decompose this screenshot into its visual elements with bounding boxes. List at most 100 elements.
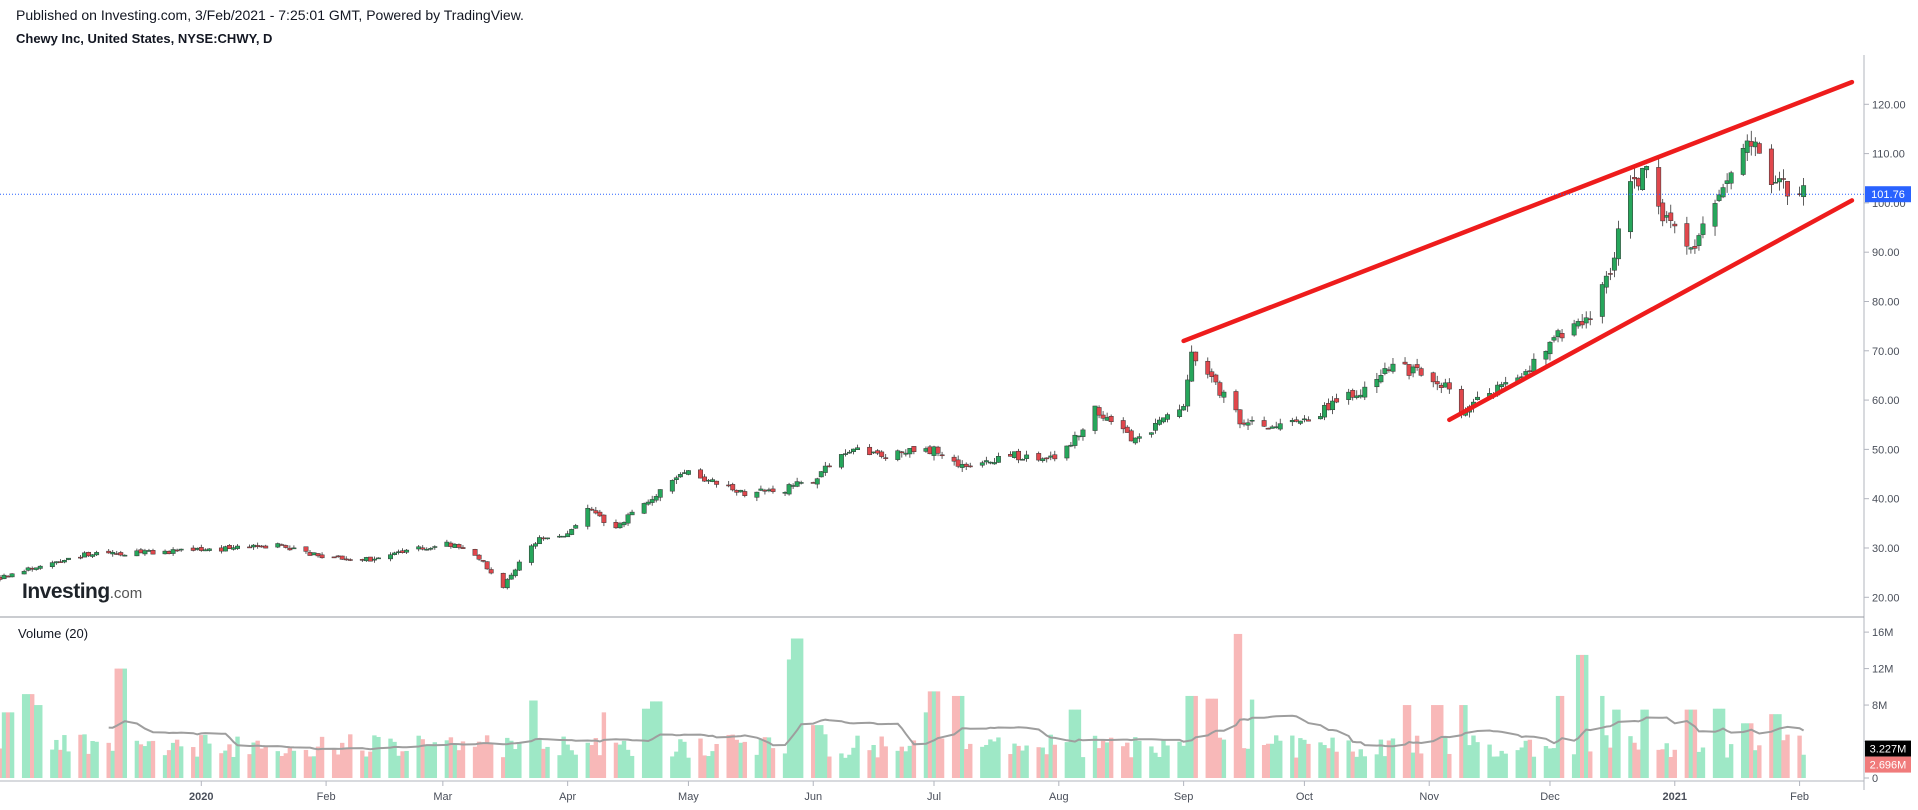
volume-bar <box>629 755 635 778</box>
candle-body <box>1801 185 1807 198</box>
candle-body <box>335 555 341 558</box>
candle-body <box>279 544 285 546</box>
volume-bar <box>1278 740 1283 778</box>
candle-body <box>1269 426 1275 429</box>
candle-body <box>561 535 567 538</box>
volume-bar <box>1551 748 1557 778</box>
candle-body <box>838 454 844 468</box>
candle-body <box>1378 375 1384 383</box>
volume-bar <box>923 712 929 778</box>
volume-bar <box>1080 757 1086 778</box>
candle-body <box>1297 420 1303 424</box>
candle-body <box>895 450 901 460</box>
candle-body <box>842 453 848 455</box>
candle-body <box>114 553 120 555</box>
volume-bar <box>786 659 792 778</box>
candle-body <box>1579 321 1585 326</box>
candle-body <box>1124 426 1130 433</box>
candle-body <box>1233 391 1239 411</box>
volume-bar <box>1435 705 1440 778</box>
volume-bar <box>984 744 989 778</box>
volume-bar <box>1108 737 1114 778</box>
volume-bar <box>714 744 719 778</box>
candle-body <box>251 544 257 548</box>
candle-body <box>762 489 768 492</box>
volume-bar <box>1092 735 1098 778</box>
candle-body <box>1354 395 1360 398</box>
volume-bar <box>1358 749 1363 778</box>
last-volume-tag <box>1865 756 1911 773</box>
price-tick-label: 50.00 <box>1872 444 1900 456</box>
volume-bar <box>847 754 852 778</box>
candle-body <box>110 552 116 555</box>
volume-bar <box>509 740 514 778</box>
volume-bar <box>621 740 627 778</box>
volume-bar <box>428 745 433 778</box>
candle-body <box>1209 371 1215 377</box>
volume-bar <box>1378 739 1384 778</box>
candle-body <box>512 569 518 577</box>
candle-body <box>190 547 196 551</box>
candle-body <box>1430 372 1436 383</box>
volume-bar <box>1298 738 1303 778</box>
volume-tick-label: 0 <box>1872 773 1878 785</box>
volume-bar <box>38 705 43 778</box>
volume-bar <box>996 737 1001 778</box>
volume-bar <box>134 740 140 778</box>
candle-body <box>1599 284 1605 317</box>
volume-bar <box>541 748 546 778</box>
volume-bar <box>1724 757 1730 778</box>
candle-body <box>218 547 224 552</box>
candle-body <box>1740 148 1746 175</box>
candle-body <box>879 451 885 457</box>
volume-bar <box>726 734 731 778</box>
volume-bar <box>1076 709 1082 778</box>
volume-bar <box>223 750 228 778</box>
volume-bar <box>1555 695 1561 778</box>
candle-body <box>504 579 510 589</box>
price-axis: 20.00 30.00 40.00 50.00 60.00 70.00 80.00 90.00… <box>1864 99 1906 604</box>
candle-body <box>1100 414 1106 419</box>
candle-body <box>1128 430 1134 442</box>
volume-bar <box>698 738 703 778</box>
candle-body <box>1781 178 1786 180</box>
candle-body <box>472 549 478 556</box>
volume-bar <box>1318 742 1323 778</box>
volume-bar <box>1531 756 1537 778</box>
trendlines <box>1181 79 1855 423</box>
candle-body <box>681 472 687 474</box>
volume-bar <box>1696 751 1702 778</box>
candle-body <box>29 568 35 570</box>
candle-body <box>170 549 176 554</box>
volume-bar <box>1712 708 1718 778</box>
volume-bar <box>388 738 393 778</box>
candle-body <box>706 479 712 482</box>
volume-bar <box>5 712 11 778</box>
volume-bar <box>106 742 111 778</box>
volume-bar <box>1326 748 1331 778</box>
candle-body <box>78 556 83 559</box>
volume-bar <box>94 741 99 778</box>
candle-body <box>1531 358 1537 372</box>
candle-body <box>541 537 546 540</box>
volume-bar <box>1588 751 1593 778</box>
volume-bar <box>1330 737 1335 778</box>
volume-bar <box>927 691 933 778</box>
candle-body <box>1644 166 1650 171</box>
volume-bar <box>742 741 747 778</box>
candle-body <box>818 471 824 478</box>
candle-body <box>90 554 96 557</box>
candle-body <box>1052 454 1058 460</box>
candle-body <box>476 554 482 560</box>
volume-bar <box>376 736 381 778</box>
candle-body <box>508 574 514 580</box>
price-tick-label: 110.00 <box>1872 149 1905 161</box>
candle-body <box>1684 223 1690 247</box>
candle-body <box>1414 364 1420 368</box>
volume-bar <box>174 739 180 778</box>
candle-body <box>814 478 820 485</box>
candle-body <box>1217 382 1223 396</box>
candle-body <box>629 511 635 516</box>
x-tick-label: Sep <box>1174 791 1194 803</box>
